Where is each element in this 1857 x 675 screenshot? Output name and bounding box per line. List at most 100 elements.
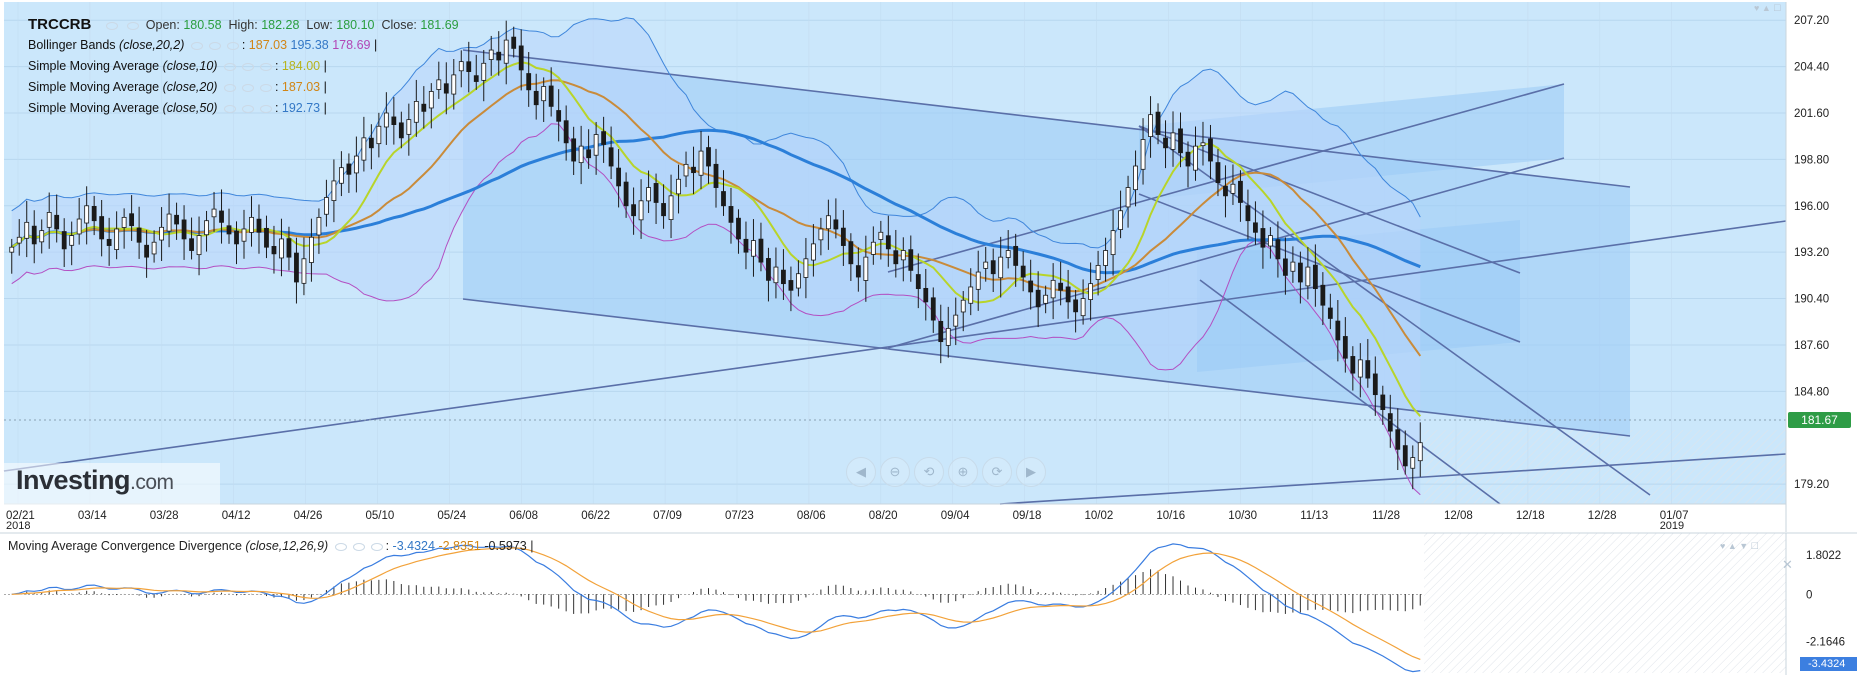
candle-body xyxy=(533,90,539,106)
eye-icon[interactable] xyxy=(334,542,347,551)
legend-sma20[interactable]: Simple Moving Average (close,20) : 187.0… xyxy=(28,80,327,94)
eye-icon[interactable] xyxy=(223,104,236,113)
eye-icon[interactable] xyxy=(223,83,236,92)
candle-body xyxy=(324,197,329,215)
candle-body xyxy=(1095,265,1101,280)
settings-icon[interactable] xyxy=(241,104,254,113)
candle-body xyxy=(1260,228,1266,248)
zoom-in-icon[interactable]: ⊕ xyxy=(948,457,978,487)
candle-body xyxy=(998,256,1004,279)
eye-icon[interactable] xyxy=(190,41,203,50)
settings-icon[interactable] xyxy=(241,83,254,92)
candle-body xyxy=(548,85,554,107)
close-icon[interactable]: ✕ xyxy=(1782,557,1793,572)
maximize-icon[interactable]: ☐ xyxy=(1750,541,1759,551)
close-icon[interactable] xyxy=(226,41,239,50)
candle-body xyxy=(1200,142,1206,147)
candle-body xyxy=(114,228,120,250)
signal-line xyxy=(11,547,1421,660)
arrow-down-icon[interactable]: ▼ xyxy=(1739,541,1749,551)
candle-body xyxy=(623,181,629,207)
macd-panel-controls[interactable]: ♥ ▲ ▼ ☐ xyxy=(1720,541,1759,552)
close-icon[interactable] xyxy=(259,62,272,71)
investing-logo: Investing.com xyxy=(16,465,174,496)
candle-body xyxy=(968,286,974,304)
candle-body xyxy=(653,183,659,203)
time-tick-label: 06/08 xyxy=(509,510,538,522)
sma10-name: Simple Moving Average xyxy=(28,59,160,73)
macd-tick-label: 0 xyxy=(1806,589,1812,601)
candle-body xyxy=(1312,264,1318,290)
price-chart[interactable]: 207.20 204.40 201.60 198.80 196.00 193.20 190.… xyxy=(0,0,1857,532)
candle-body xyxy=(1133,165,1138,191)
eye-icon[interactable] xyxy=(223,62,236,71)
candle-body xyxy=(608,147,614,167)
bollinger-band-fill xyxy=(11,17,1421,495)
heart-icon[interactable]: ♥ xyxy=(1720,541,1726,551)
candle-body xyxy=(1013,245,1019,266)
time-tick-label: 10/16 xyxy=(1156,510,1185,522)
candle-body xyxy=(1297,262,1303,283)
signal-value: -2.8351 xyxy=(438,539,481,553)
macd-chart[interactable]: 1.8022 0 -2.1646 xyxy=(0,532,1857,675)
panel-controls[interactable]: ♥ ▲ ☐ xyxy=(1754,3,1781,14)
trend-line-down-2 xyxy=(1138,193,1521,343)
arrow-up-icon[interactable]: ▲ xyxy=(1727,541,1737,551)
candle-body xyxy=(39,230,45,243)
candle-body xyxy=(556,110,562,122)
settings-icon[interactable] xyxy=(208,41,221,50)
candle-body xyxy=(159,226,164,241)
eye-icon[interactable] xyxy=(105,21,118,30)
candle-body xyxy=(264,227,269,248)
maximize-icon[interactable]: ☐ xyxy=(1773,3,1782,13)
settings-icon[interactable] xyxy=(352,542,365,551)
candle-body xyxy=(683,163,689,177)
candle-body xyxy=(376,125,382,145)
candle-body xyxy=(586,149,592,159)
legend-sma50[interactable]: Simple Moving Average (close,50) : 192.7… xyxy=(28,101,327,115)
candle-body xyxy=(1178,128,1183,154)
candle-body xyxy=(421,103,427,112)
scroll-left-icon[interactable]: ◀ xyxy=(846,457,876,487)
arrow-up-icon[interactable]: ▲ xyxy=(1761,3,1771,13)
heart-icon[interactable]: ♥ xyxy=(1754,3,1760,13)
candle-body xyxy=(960,299,966,313)
candle-body xyxy=(443,83,449,94)
legend-sma10[interactable]: Simple Moving Average (close,10) : 184.0… xyxy=(28,59,327,73)
settings-icon[interactable] xyxy=(241,62,254,71)
sma50-value: 192.73 xyxy=(281,101,321,115)
macd-future-hatched-area xyxy=(1424,533,1786,673)
macd-legend: Moving Average Convergence Divergence (c… xyxy=(8,539,534,553)
legend-bb[interactable]: Bollinger Bands (close,20,2) : 187.03 19… xyxy=(28,38,378,52)
bb-value-1: 187.03 xyxy=(248,38,288,52)
candle-body xyxy=(76,218,82,235)
sma10-params: (close,10) xyxy=(162,59,218,73)
close-icon[interactable] xyxy=(259,104,272,113)
low-label: Low: xyxy=(306,18,333,32)
candle-body xyxy=(69,235,75,246)
close-icon[interactable] xyxy=(259,83,272,92)
sma20-value: 187.03 xyxy=(281,80,321,94)
settings-icon[interactable] xyxy=(127,21,140,30)
zoom-reset-icon[interactable]: ⟲ xyxy=(914,457,944,487)
time-tick-label: 05/24 xyxy=(437,510,466,522)
candle-body xyxy=(1387,413,1393,432)
candle-body xyxy=(166,213,172,232)
reset-icon[interactable]: ⟳ xyxy=(982,457,1012,487)
candle-body xyxy=(601,131,607,145)
candle-body xyxy=(758,238,764,263)
candle-body xyxy=(788,280,794,291)
chart-navigation[interactable]: ◀ ⊖ ⟲ ⊕ ⟳ ▶ xyxy=(846,457,1050,487)
candle-body xyxy=(196,235,202,256)
zoom-out-icon[interactable]: ⊖ xyxy=(880,457,910,487)
bb-name: Bollinger Bands xyxy=(28,38,116,52)
candle-body xyxy=(1043,294,1049,304)
candle-body xyxy=(990,260,996,275)
close-icon[interactable] xyxy=(370,542,383,551)
scroll-right-icon[interactable]: ▶ xyxy=(1016,457,1046,487)
candle-body xyxy=(1215,162,1221,183)
candle-body xyxy=(1245,205,1251,222)
candle-body xyxy=(1365,360,1371,379)
candle-body xyxy=(24,221,30,239)
macd-close-control[interactable]: ✕ xyxy=(1782,557,1793,573)
